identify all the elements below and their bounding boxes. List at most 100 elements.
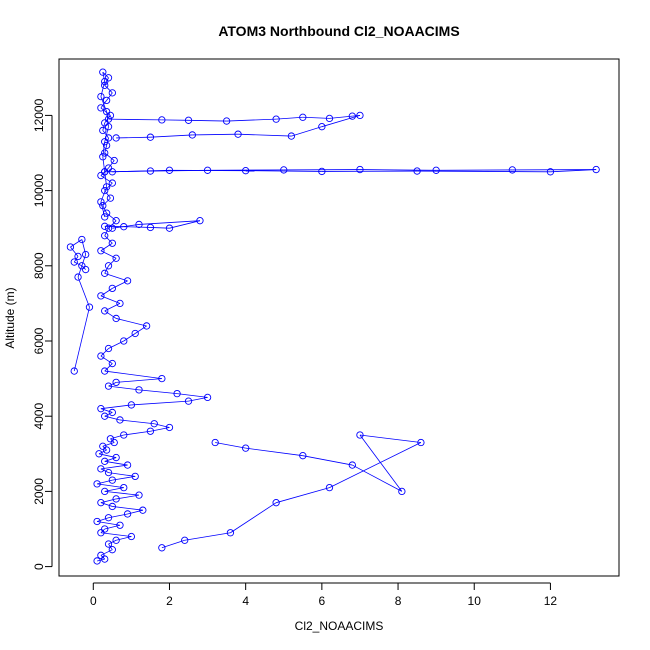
x-axis-label: Cl2_NOAACIMS [295, 619, 384, 633]
data-point [188, 131, 196, 139]
data-point [97, 352, 105, 360]
data-point [108, 168, 116, 176]
data-point [348, 461, 356, 469]
series-line-segment [98, 449, 107, 455]
series-line-segment [108, 382, 117, 387]
data-point [104, 262, 113, 270]
series-line-segment [108, 118, 162, 121]
data-point [398, 487, 406, 496]
series-line-segment [108, 257, 117, 267]
data-point [101, 487, 109, 496]
data-point [112, 254, 120, 262]
series-line-segment [104, 235, 113, 244]
series-line-segment [150, 134, 193, 138]
data-point [110, 438, 118, 447]
data-point [184, 397, 193, 405]
data-series [101, 217, 204, 232]
data-point [165, 224, 174, 232]
series-line-segment [276, 116, 303, 120]
series-line-segment [161, 539, 185, 549]
data-point [203, 166, 212, 174]
series-line-segment [100, 288, 113, 297]
data-point [112, 217, 120, 225]
series-line-segment [215, 442, 246, 449]
data-point [93, 557, 101, 565]
data-point [101, 269, 109, 277]
series-line-segment [96, 517, 109, 522]
data-point [101, 232, 109, 240]
series-line-segment [169, 220, 201, 229]
data-series [66, 235, 94, 375]
data-point [108, 359, 116, 368]
data-point [417, 438, 425, 447]
x-tick-label: 8 [395, 594, 402, 608]
data-point [101, 186, 109, 195]
x-tick-label: 0 [90, 594, 97, 608]
data-point [101, 367, 109, 375]
series-line-segment [230, 502, 277, 534]
series-line-segment [100, 355, 113, 364]
data-point [123, 510, 132, 518]
series-line-segment [104, 412, 113, 417]
series-line-segment [110, 438, 115, 443]
series-line-segment [359, 434, 421, 443]
data-point [287, 132, 296, 140]
data-point [104, 540, 113, 548]
x-tick-label: 4 [242, 594, 249, 608]
series-line-segment [106, 212, 117, 221]
data-point [106, 111, 115, 120]
data-point [348, 112, 356, 120]
series-line-segment [112, 506, 143, 511]
series-line-segment [359, 169, 437, 171]
data-point [70, 258, 78, 266]
series-line-segment [154, 423, 170, 428]
series-line-segment [104, 190, 111, 199]
data-point [203, 393, 212, 402]
data-point [135, 220, 143, 229]
series-line-segment [100, 408, 113, 413]
data-point [135, 386, 143, 394]
series-line-segment [276, 487, 330, 504]
series-line-segment [329, 115, 353, 119]
data-point [93, 480, 101, 488]
series-line-segment [177, 393, 208, 398]
data-point [112, 378, 120, 387]
series-line-segment [104, 145, 108, 154]
data-point [104, 514, 113, 522]
data-point [101, 412, 109, 420]
series-line-segment [108, 539, 117, 545]
x-axis: 0 2 4 6 8 10 12 [90, 582, 558, 608]
series-line-segment [100, 186, 107, 203]
data-point [356, 431, 364, 439]
series-line-segment [321, 115, 361, 128]
series-line-segment [102, 156, 106, 172]
series-line-segment [97, 483, 124, 489]
data-point [97, 247, 105, 255]
series-line-segment [127, 509, 143, 515]
data-point [432, 166, 440, 174]
data-point [101, 307, 109, 315]
plot-area [66, 68, 600, 565]
x-tick-label: 12 [544, 594, 558, 608]
data-point [101, 138, 109, 146]
data-point [318, 167, 326, 176]
data-point [78, 262, 86, 270]
series-line-segment [100, 250, 117, 259]
data-point [106, 194, 115, 202]
series-line-segment [119, 419, 155, 425]
data-point [108, 476, 116, 484]
series-line-segment [70, 246, 79, 257]
series-line-segment [116, 378, 162, 383]
data-point [97, 551, 105, 559]
data-point [97, 171, 105, 180]
series-line-segment [106, 111, 109, 127]
data-point [211, 438, 219, 447]
data-point [173, 389, 181, 398]
plot-frame [58, 58, 620, 577]
series-line-segment [100, 502, 113, 507]
series-line-segment [106, 92, 113, 101]
series-line-segment [100, 201, 106, 218]
data-series [93, 68, 212, 565]
y-axis: 0 2000 4000 6000 8000 10000 12000 [32, 98, 53, 570]
